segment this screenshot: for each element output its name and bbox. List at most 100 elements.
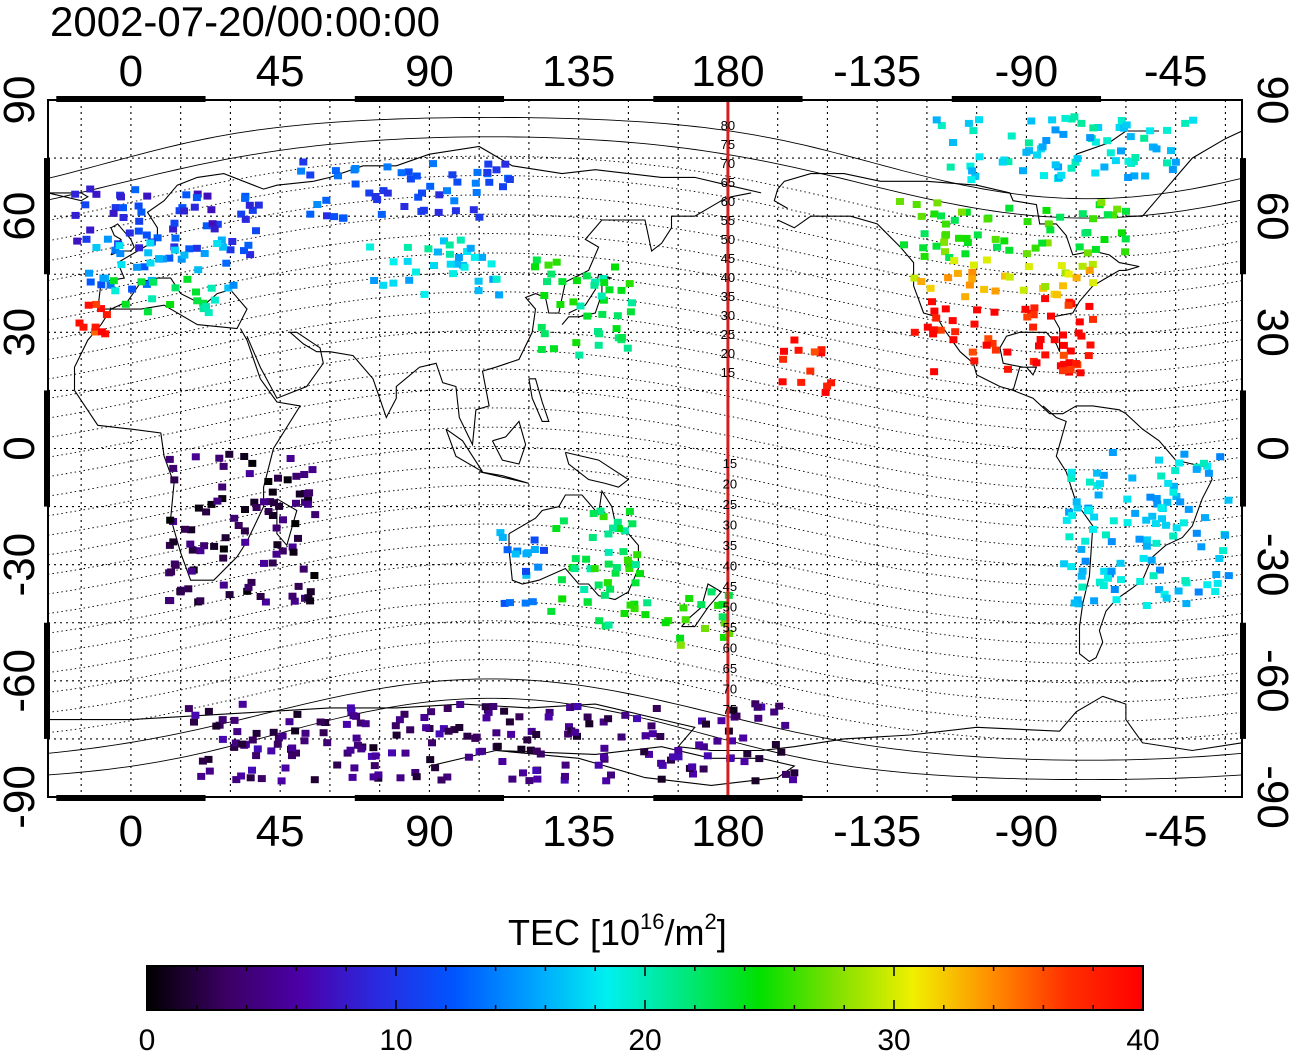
tec-cell — [1107, 567, 1116, 575]
tec-cell — [1022, 148, 1031, 156]
tec-cell — [743, 750, 752, 758]
contour-label-north: 15 — [721, 365, 735, 380]
tec-cell — [277, 777, 286, 785]
tec-cell — [969, 127, 978, 135]
tec-cell — [573, 703, 582, 710]
tec-cell — [193, 297, 202, 305]
tec-cell — [171, 234, 180, 242]
tec-cell — [623, 556, 632, 564]
contour-label-north: 80 — [721, 118, 735, 133]
tec-cell — [1067, 563, 1076, 571]
contour-label-south: 25 — [723, 497, 737, 512]
tec-cell — [1029, 323, 1038, 331]
tec-cell — [1180, 450, 1189, 458]
tec-cell — [165, 455, 174, 463]
y-tick-label-left: 60 — [0, 192, 44, 241]
tec-cell — [1163, 498, 1172, 506]
tec-cell — [729, 706, 738, 714]
tec-cell — [543, 278, 551, 286]
tec-cell — [188, 546, 197, 554]
tec-cell — [973, 306, 982, 314]
tec-cell — [169, 464, 178, 472]
tec-cell — [146, 239, 155, 247]
tec-cell — [434, 208, 443, 216]
tec-cell — [346, 746, 355, 754]
tec-cell — [1053, 291, 1061, 299]
tec-cell — [484, 160, 493, 168]
tec-cell — [661, 619, 670, 627]
tec-cell — [456, 236, 465, 244]
tec-cell — [379, 281, 388, 289]
tec-cell — [590, 281, 599, 289]
x-tick-label-bottom: -45 — [1144, 807, 1208, 856]
tec-cell — [194, 266, 203, 274]
tec-cell — [184, 705, 193, 713]
tec-cell — [560, 776, 569, 784]
tec-cell — [540, 546, 548, 554]
tec-cell — [473, 168, 482, 176]
tec-cell — [636, 570, 644, 578]
tec-cell — [252, 504, 261, 511]
frame-tick-bottom — [354, 795, 505, 801]
tec-cell — [1019, 286, 1028, 294]
tec-cell — [1130, 172, 1139, 180]
tec-cell — [1066, 366, 1075, 374]
tec-cell — [460, 263, 469, 271]
tec-cell — [97, 281, 106, 289]
tec-cell — [1044, 220, 1053, 228]
tec-cell — [701, 625, 709, 632]
x-tick-label-top: 135 — [542, 47, 615, 96]
y-tick-label-right: -30 — [1248, 533, 1292, 597]
tec-cell — [973, 231, 982, 239]
tec-cell — [412, 172, 421, 180]
tec-cell — [202, 508, 211, 516]
tec-cell — [782, 770, 790, 778]
tec-cell — [537, 346, 546, 353]
tec-cell — [1168, 166, 1177, 173]
tec-cell — [247, 578, 256, 586]
contour-label-south: 20 — [723, 477, 737, 492]
contour-label-north: 45 — [721, 251, 735, 266]
tec-cell — [1059, 367, 1067, 375]
tec-cell — [203, 192, 212, 200]
tec-cell — [125, 229, 134, 237]
tec-cell — [111, 246, 120, 254]
tec-cell — [210, 542, 219, 550]
tec-cell — [617, 733, 626, 741]
tec-cell — [478, 747, 486, 755]
tec-cell — [342, 720, 351, 728]
tec-cell — [713, 737, 722, 745]
tec-cell — [165, 254, 174, 262]
contour-label-north: 65 — [721, 175, 735, 190]
tec-cell — [1175, 459, 1184, 467]
tec-cell — [1142, 516, 1151, 524]
tec-cell — [1041, 283, 1050, 290]
tec-cell — [794, 346, 803, 354]
mlat-contour — [48, 542, 1242, 626]
tec-cell — [207, 206, 216, 214]
tec-cell — [1073, 155, 1082, 163]
tec-cell — [1103, 211, 1112, 219]
tec-cell — [79, 323, 88, 331]
tec-cell — [166, 516, 175, 524]
tec-cell — [588, 534, 597, 541]
tec-cell — [190, 718, 198, 726]
frame-tick-top — [653, 96, 803, 102]
colorbar-title-close: ] — [717, 912, 727, 953]
tec-cell — [1123, 519, 1132, 527]
tec-cell — [604, 715, 613, 723]
tec-cell — [962, 234, 971, 242]
tec-cell — [453, 178, 462, 186]
tec-cell — [383, 163, 392, 171]
tec-cell — [493, 742, 502, 750]
tec-cell — [225, 591, 234, 599]
tec-cell — [900, 241, 908, 249]
tec-cell — [605, 286, 614, 294]
tec-cell — [252, 752, 261, 760]
tec-cell — [1100, 163, 1109, 171]
tec-cell — [111, 204, 120, 212]
tec-cell — [932, 314, 941, 322]
tec-cell — [204, 755, 213, 763]
tec-cell — [1059, 341, 1068, 349]
tec-cell — [238, 740, 247, 748]
